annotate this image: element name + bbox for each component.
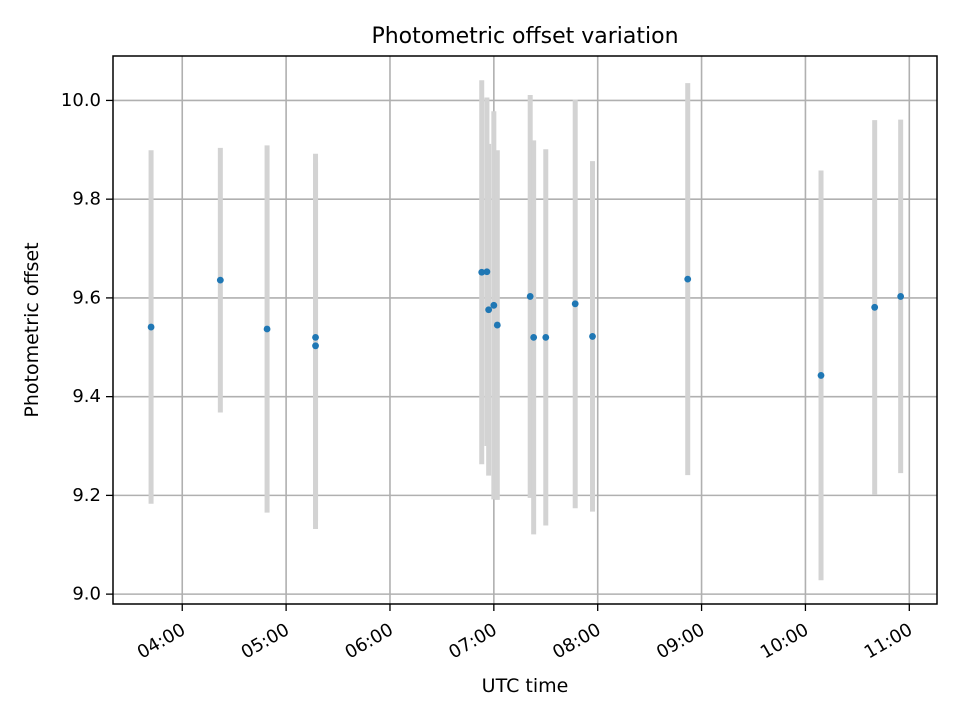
y-tick-label: 9.4 — [72, 386, 101, 407]
data-point — [542, 334, 550, 341]
data-point — [147, 323, 155, 331]
y-tick-label: 9.2 — [72, 485, 101, 506]
y-tick-label: 9.8 — [72, 189, 101, 210]
data-point — [483, 268, 491, 276]
data-point — [530, 334, 538, 341]
data-point — [871, 303, 879, 311]
grid-lines — [113, 56, 937, 604]
y-tick-label: 9.6 — [72, 287, 101, 308]
y-axis-ticks: 9.0 9.2 9.4 9.6 9.8 10.0 — [61, 90, 113, 605]
data-point — [493, 321, 501, 329]
data-point — [216, 276, 224, 284]
y-tick-label: 10.0 — [61, 90, 101, 111]
data-point — [684, 275, 692, 283]
y-axis-label: Photometric offset — [21, 242, 43, 417]
data-point — [312, 342, 319, 350]
data-point — [490, 301, 498, 309]
data-point — [526, 293, 534, 300]
data-point — [897, 293, 905, 300]
data-point — [589, 333, 596, 340]
plot-frame — [112, 55, 938, 605]
y-tick-label: 9.0 — [72, 584, 101, 605]
chart-title: Photometric offset variation — [371, 24, 678, 49]
x-axis-label: UTC time — [482, 675, 569, 697]
data-point — [263, 325, 271, 333]
data-point — [817, 372, 825, 379]
data-points — [147, 268, 905, 379]
data-point — [571, 300, 579, 308]
data-point — [485, 306, 493, 314]
data-point — [478, 268, 486, 276]
data-point — [312, 334, 319, 341]
